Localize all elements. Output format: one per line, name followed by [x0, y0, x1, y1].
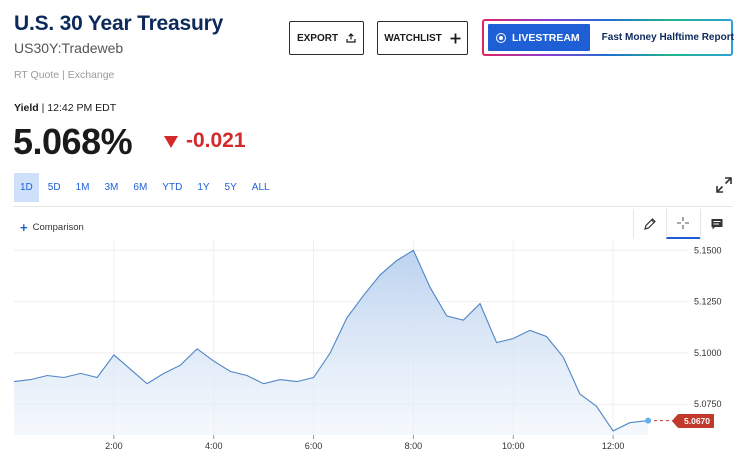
- symbol-label: US30Y:Tradeweb: [14, 40, 124, 56]
- comparison-button[interactable]: + Comparison: [20, 220, 84, 235]
- series-area: [14, 250, 649, 435]
- news-icon[interactable]: [699, 209, 733, 239]
- yield-timestamp: Yield | 12:42 PM EDT: [14, 102, 117, 114]
- change-value: -0.021: [186, 129, 246, 152]
- livestream-show-title[interactable]: Fast Money Halftime Report: [601, 32, 734, 43]
- range-3m[interactable]: 3M: [104, 182, 119, 193]
- comparison-label: Comparison: [32, 222, 84, 233]
- x-tick-label: 10:00: [502, 441, 525, 451]
- range-5y[interactable]: 5Y: [224, 182, 237, 193]
- down-triangle-icon: [164, 136, 178, 148]
- range-1y[interactable]: 1Y: [197, 182, 210, 193]
- y-tick-label: 5.1500: [694, 245, 722, 255]
- crosshair-icon[interactable]: [666, 209, 700, 239]
- quote-meta: RT Quote | Exchange: [14, 69, 115, 81]
- pencil-icon[interactable]: [633, 209, 666, 239]
- livestream-badge[interactable]: LIVESTREAM: [488, 24, 590, 51]
- chart-toolbar: [633, 209, 733, 239]
- x-tick-label: 8:00: [405, 441, 423, 451]
- page-title: U.S. 30 Year Treasury: [14, 12, 224, 35]
- chart-divider: [13, 206, 733, 207]
- live-radio-icon: [496, 32, 506, 43]
- range-selector: 1D 5D 1M 3M 6M YTD 1Y 5Y ALL: [14, 173, 279, 202]
- x-tick-label: 12:00: [602, 441, 625, 451]
- upload-icon: [346, 33, 356, 43]
- y-tick-label: 5.0750: [694, 399, 722, 409]
- x-tick-label: 2:00: [105, 441, 123, 451]
- x-tick-label: 6:00: [305, 441, 323, 451]
- x-tick-label: 4:00: [205, 441, 223, 451]
- range-5d[interactable]: 5D: [47, 182, 61, 193]
- last-value-tag: 5.0670: [672, 413, 714, 428]
- comparison-plus-icon: +: [20, 220, 28, 235]
- y-tick-label: 5.1000: [694, 348, 722, 358]
- yield-label: Yield: [14, 102, 39, 114]
- range-all[interactable]: ALL: [251, 182, 270, 193]
- range-1d[interactable]: 1D: [14, 173, 39, 202]
- watchlist-button[interactable]: WATCHLIST: [377, 21, 468, 55]
- last-point: [645, 417, 652, 424]
- expand-arrows-icon[interactable]: [714, 175, 734, 195]
- quote-time: 12:42 PM EDT: [47, 102, 117, 114]
- range-1m[interactable]: 1M: [75, 182, 90, 193]
- watchlist-label: WATCHLIST: [384, 32, 442, 44]
- export-button[interactable]: EXPORT: [289, 21, 364, 55]
- range-6m[interactable]: 6M: [133, 182, 148, 193]
- livestream-label: LIVESTREAM: [512, 31, 580, 44]
- range-ytd[interactable]: YTD: [162, 182, 183, 193]
- livestream-banner[interactable]: LIVESTREAM Fast Money Halftime Report: [482, 19, 734, 56]
- price-change: -0.021: [164, 129, 246, 153]
- y-tick-label: 5.1250: [694, 297, 722, 307]
- plus-icon: [450, 33, 461, 44]
- export-label: EXPORT: [296, 32, 339, 44]
- last-price: 5.068%: [13, 121, 133, 162]
- series-line: [13, 249, 649, 432]
